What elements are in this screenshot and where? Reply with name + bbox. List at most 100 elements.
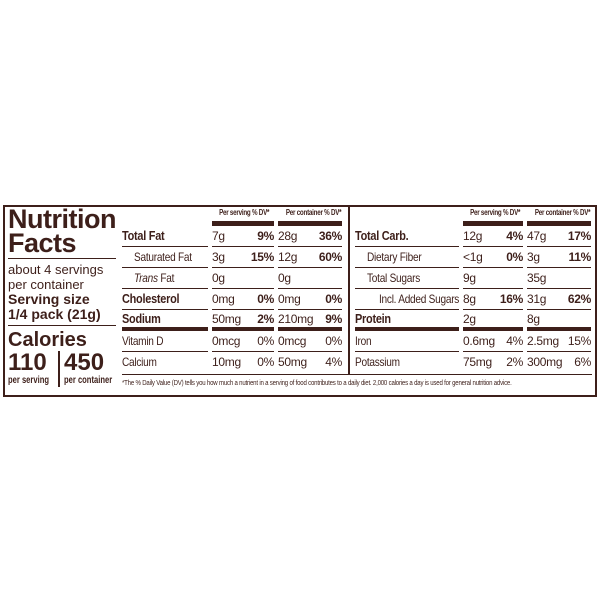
servings-line1: about 4 servings [8, 262, 104, 277]
per-serving-amount: 50mg [212, 312, 241, 326]
per-container-amount: 28g [278, 229, 298, 243]
nutrient-name-text: Saturated Fat [134, 250, 192, 264]
per-serving-label: per serving [8, 375, 49, 386]
per-container-values: 50mg 4% [278, 352, 342, 372]
per-serving-values: 12g 4% [463, 226, 523, 247]
header-per-container-cell: Per container % DV* [527, 207, 591, 226]
per-serving-values: 0mcg 0% [212, 331, 274, 352]
per-serving-dv: 0% [257, 355, 274, 369]
header-per-container-cell: Per container % DV* [278, 207, 342, 226]
per-container-dv: 6% [574, 355, 591, 369]
per-serving-amount: 9g [463, 271, 476, 285]
nutrient-name-text: Total Sugars [367, 271, 421, 285]
header-per-serving: Per serving % DV* [470, 208, 521, 217]
per-container-values: 3g 11% [527, 247, 591, 268]
label-summary-panel: Nutrition Facts about 4 servings per con… [8, 204, 116, 387]
per-container-amount: 0g [278, 271, 291, 285]
per-serving-amount: 8g [463, 292, 476, 306]
per-serving-values: 2g [463, 310, 523, 331]
nutrient-name: Cholesterol [122, 289, 208, 310]
nutrient-name-wrap: Protein [355, 310, 391, 328]
per-container-amount: 8g [527, 312, 540, 326]
nutrient-name-text: Total Fat [122, 228, 165, 243]
per-serving-dv: 16% [499, 292, 523, 306]
serving-size-label: Serving size [8, 291, 90, 307]
calories-label: Calories [8, 329, 87, 351]
per-container-amount: 31g [527, 292, 547, 306]
nutrient-name-text: Fat [157, 271, 175, 285]
nutrition-label-border [3, 205, 597, 397]
nutrient-name-wrap: Total Sugars [367, 268, 420, 288]
footnote: *The % Daily Value (DV) tells you how mu… [122, 378, 512, 387]
per-serving-label-row: per serving [8, 375, 54, 387]
per-container-dv: 0% [325, 334, 342, 348]
per-serving-amount: 0mcg [212, 334, 241, 348]
per-serving-values: 0mg 0% [212, 289, 274, 310]
per-serving-amount: 12g [463, 229, 483, 243]
title-line1: Nutrition [8, 204, 116, 234]
vertical-divider [348, 207, 350, 374]
divider [8, 325, 116, 326]
nutrient-name-wrap: Calcium [122, 352, 157, 372]
per-container-values: 31g 62% [527, 289, 591, 310]
per-container-dv: 15% [567, 334, 591, 348]
per-serving-dv: 2% [506, 355, 523, 369]
per-container-dv: 9% [325, 312, 342, 326]
per-serving-values: 75mg 2% [463, 352, 523, 372]
footnote-row: *The % Daily Value (DV) tells you how mu… [122, 378, 592, 387]
nutrient-name-text: Protein [355, 311, 391, 326]
servings-line2: per container [8, 277, 84, 292]
calories-per-serving: 110 [8, 349, 47, 376]
per-serving-amount: 75mg [463, 355, 492, 369]
per-container-values: 8g [527, 310, 591, 331]
nutrient-name-wrap: Vitamin D [122, 331, 164, 351]
header-per-serving-cell: Per serving % DV* [463, 207, 523, 226]
calories-per-container-block: 450 per container [60, 351, 120, 387]
per-container-dv: 11% [568, 250, 592, 264]
per-container-values: 0mg 0% [278, 289, 342, 310]
serving-size-value: 1/4 pack (21g) [8, 306, 101, 322]
nutrient-name-wrap: Incl. Added Sugars [379, 289, 459, 309]
per-serving-amount: 7g [212, 229, 225, 243]
per-serving-values: 3g 15% [212, 247, 274, 268]
per-container-label: per container [64, 375, 113, 386]
per-serving-values: 7g 9% [212, 226, 274, 247]
per-container-values: 28g 36% [278, 226, 342, 247]
per-serving-amount: 0g [212, 271, 225, 285]
per-serving-dv: 0% [257, 292, 274, 306]
nutrient-name-text: Total Carb. [355, 228, 409, 243]
nutrient-name-wrap: Total Fat [122, 226, 165, 246]
per-container-dv: 0% [325, 292, 342, 306]
per-container-values: 300mg 6% [527, 352, 591, 372]
nutrient-name-text: Vitamin D [122, 334, 164, 348]
nutrient-name: Protein [355, 310, 459, 331]
nutrient-name-text: Incl. Added Sugars [379, 292, 460, 306]
right-nutrient-table: Per serving % DV* Per container % DV* Tot… [355, 207, 591, 372]
calories-values: 110 per serving 450 per container [8, 351, 116, 387]
per-serving-amount: <1g [463, 250, 483, 264]
nutrient-name: Iron [355, 331, 459, 352]
per-container-dv: 4% [325, 355, 342, 369]
nutrient-name: Trans Fat [122, 268, 208, 289]
per-container-values: 0mcg 0% [278, 331, 342, 352]
per-container-amount: 300mg [527, 355, 563, 369]
nutrient-name-wrap: Total Carb. [355, 226, 409, 246]
per-container-values: 12g 60% [278, 247, 342, 268]
per-container-amount: 210mg [278, 312, 314, 326]
per-serving-values: 0g [212, 268, 274, 289]
calories-per-serving-block: 110 per serving [8, 351, 60, 387]
nutrient-name: Incl. Added Sugars [355, 289, 459, 310]
nutrient-name-wrap: Dietary Fiber [367, 247, 422, 267]
per-container-values: 0g [278, 268, 342, 289]
per-container-values: 35g [527, 268, 591, 289]
nutrient-name-italic: Trans [134, 271, 158, 285]
per-serving-amount: 2g [463, 312, 476, 326]
per-container-dv: 62% [567, 292, 591, 306]
nutrient-name: Dietary Fiber [355, 247, 459, 268]
per-serving-amount: 3g [212, 250, 225, 264]
per-container-amount: 3g [527, 250, 540, 264]
per-container-amount: 2.5mg [527, 334, 559, 348]
per-container-amount: 47g [527, 229, 547, 243]
per-serving-values: 0.6mg 4% [463, 331, 523, 352]
nutrient-name-text: Cholesterol [122, 291, 180, 306]
